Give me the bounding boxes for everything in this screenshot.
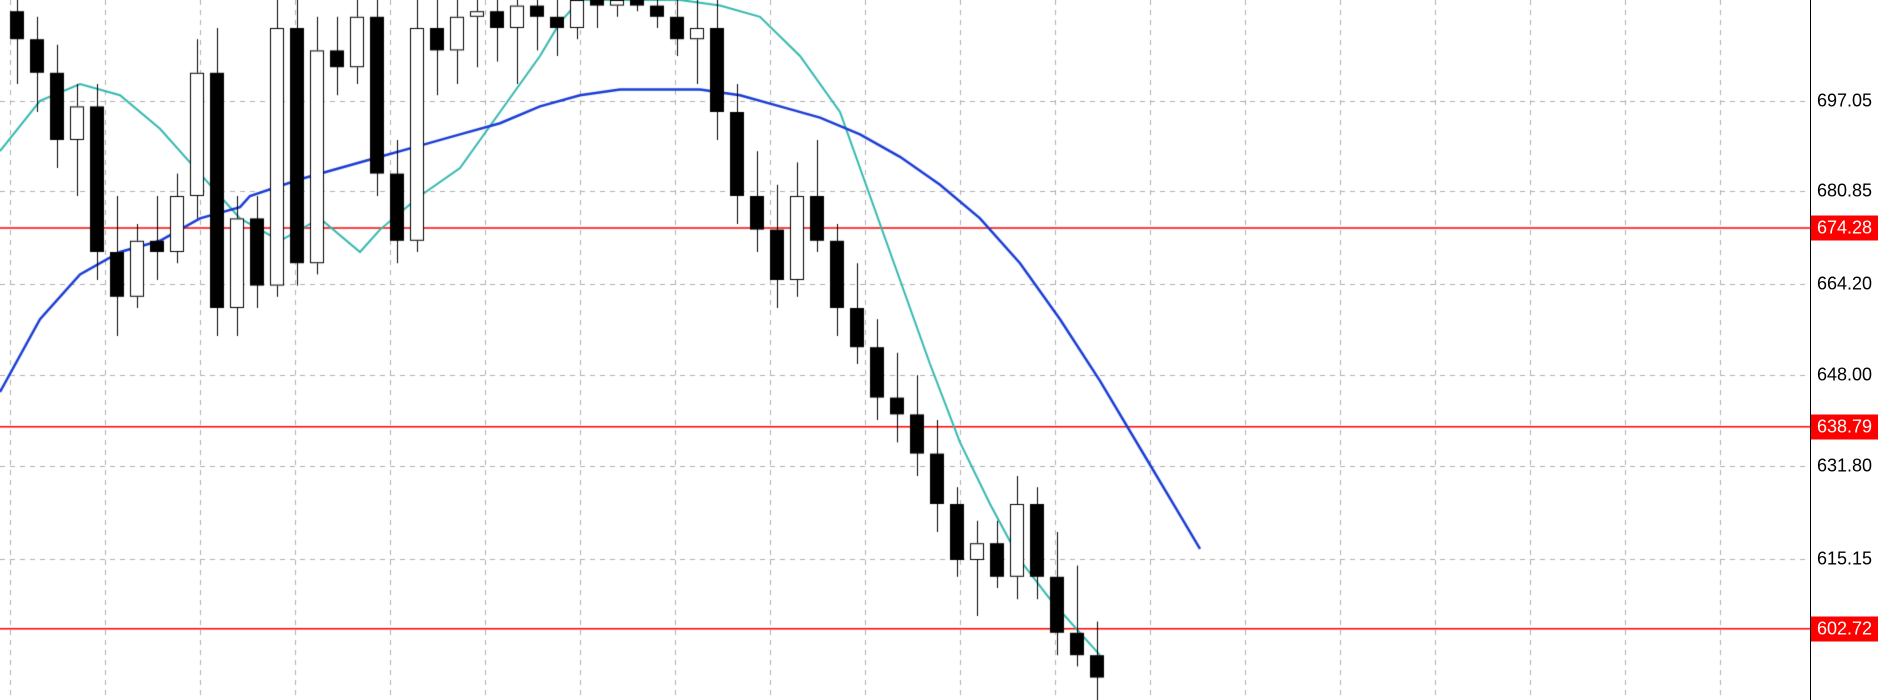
y-axis-tick-label: 697.05 (1817, 90, 1872, 111)
y-axis-tick-label: 664.20 (1817, 274, 1872, 295)
y-axis-panel: 697.05 680.85 664.20 648.00 631.80 615.15 674.… (1810, 0, 1900, 700)
y-axis-tick-label: 680.85 (1817, 181, 1872, 202)
price-level-badge: 674.28 (1811, 216, 1878, 241)
price-level-badge: 602.72 (1811, 616, 1878, 641)
price-level-badge: 638.79 (1811, 414, 1878, 439)
y-axis-tick-label: 631.80 (1817, 455, 1872, 476)
y-axis-tick-label: 615.15 (1817, 549, 1872, 570)
y-axis-tick-label: 648.00 (1817, 365, 1872, 386)
chart-container: 697.05 680.85 664.20 648.00 631.80 615.15 674.… (0, 0, 1900, 700)
candlestick-chart[interactable] (0, 0, 1900, 700)
